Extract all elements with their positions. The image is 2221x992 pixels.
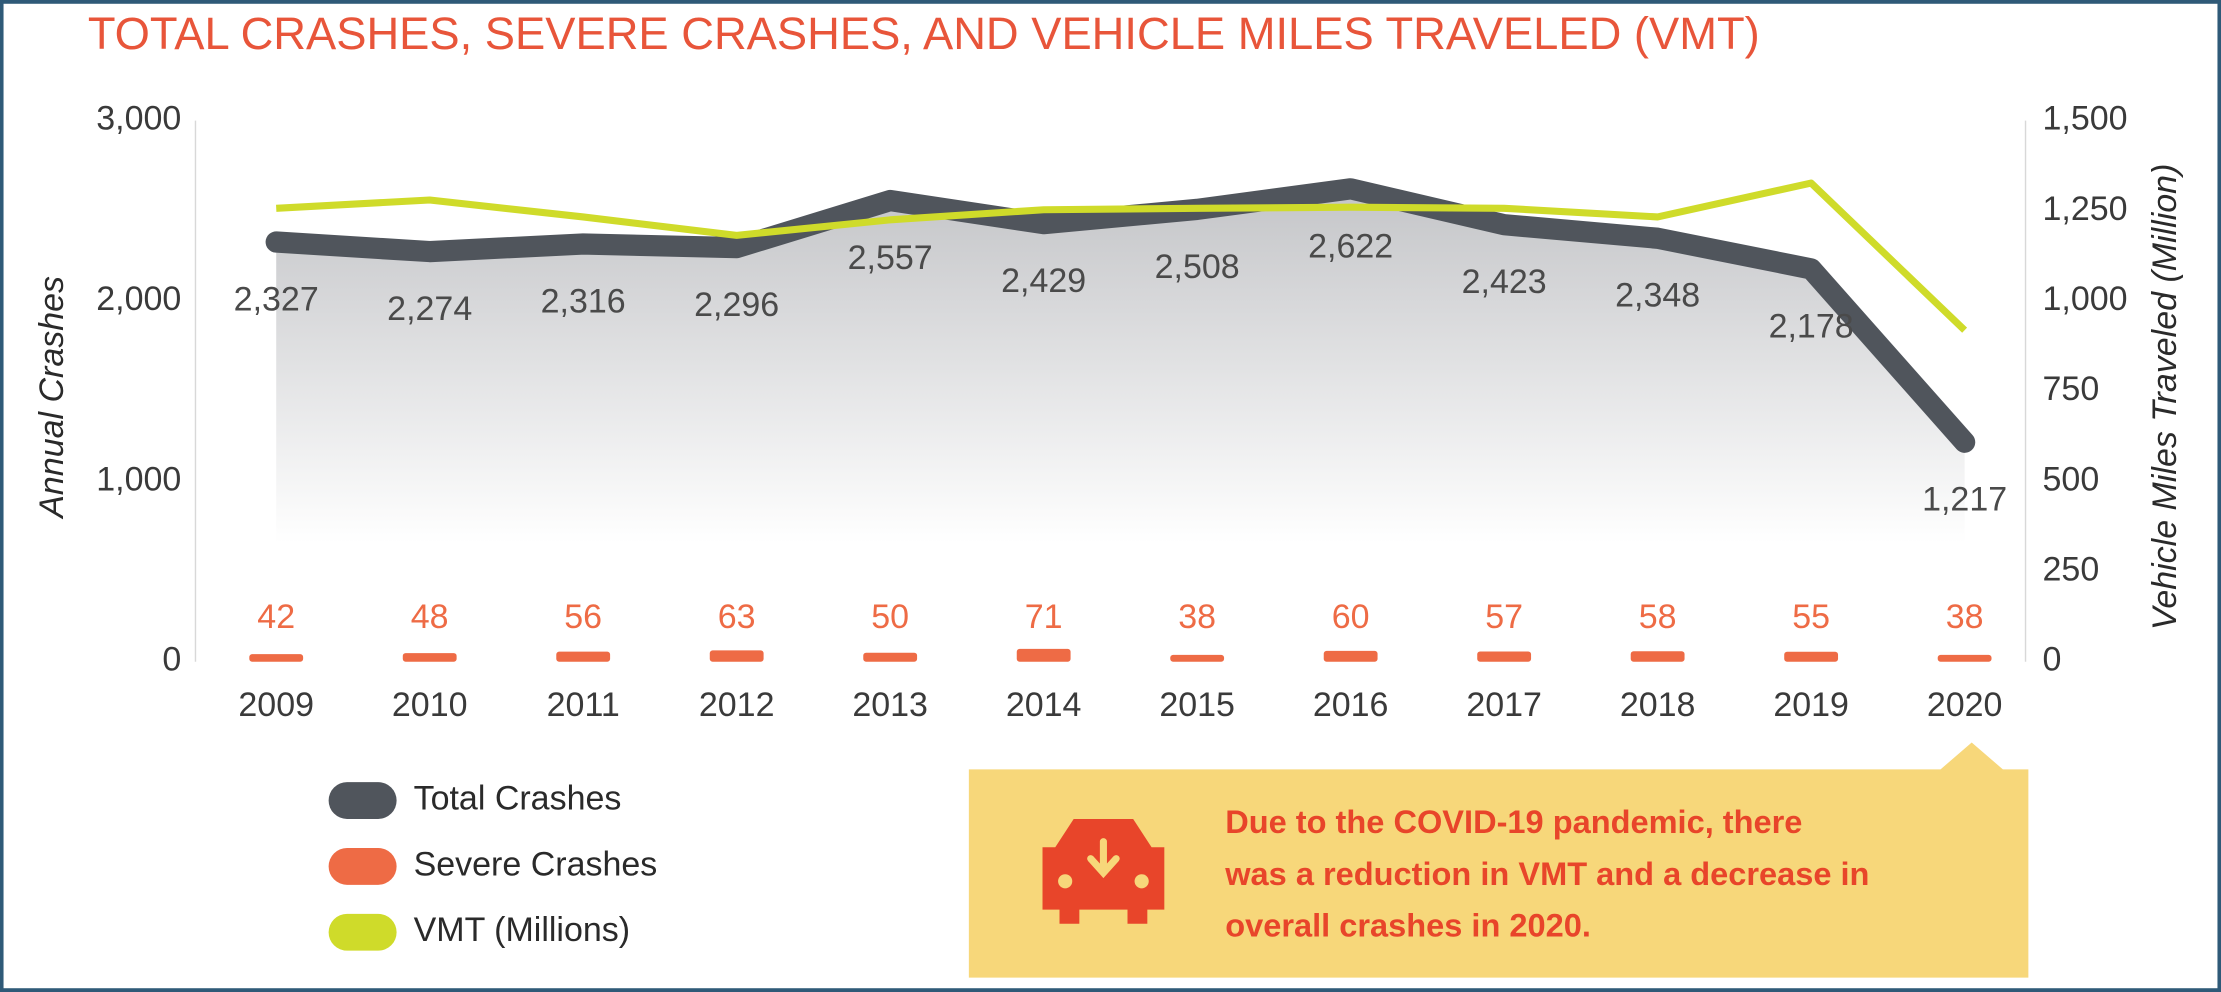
annotation: Due to the COVID-19 pandemic, there was a…	[1224, 804, 1869, 943]
bar	[1630, 651, 1685, 662]
x-tick-label: 2018	[1620, 686, 1696, 724]
y2-axis-label: Vehicle Miles Traveled (Million)	[2146, 164, 2184, 630]
x-tick-label: 2011	[547, 686, 620, 724]
legend: Total Crashes Severe Crashes VMT (Millions…	[328, 780, 658, 951]
data-label: 38	[1946, 598, 1984, 636]
annotation-box	[968, 742, 2029, 978]
x-tick-label: 2020	[1927, 686, 2003, 724]
x-tick-label: 2017	[1466, 686, 1542, 724]
annotation-line: Due to the COVID-19 pandemic, there	[1225, 804, 1802, 840]
bar	[1784, 651, 1839, 662]
y2-tick-label: 500	[2043, 460, 2100, 498]
data-label: 2,296	[694, 286, 779, 324]
bar	[709, 650, 764, 662]
legend-label: VMT (Millions)	[414, 911, 631, 949]
y2-tick-label: 1,500	[2043, 100, 2128, 138]
data-label: 57	[1485, 598, 1523, 636]
data-label: 2,348	[1615, 277, 1700, 315]
annotation-line: overall crashes in 2020.	[1225, 908, 1591, 944]
y-tick-label: 0	[162, 641, 181, 679]
data-label: 2,508	[1155, 248, 1240, 286]
data-label: 56	[564, 598, 602, 636]
series-line	[276, 179, 1968, 333]
data-label: 1,217	[1922, 481, 2007, 519]
x-tick-label: 2015	[1159, 686, 1235, 724]
bar	[1016, 648, 1071, 662]
bar	[1937, 654, 1992, 662]
x-tick-label: 2019	[1773, 686, 1849, 724]
data-label: 2,178	[1769, 307, 1854, 345]
y2-tick-label: 1,250	[2043, 190, 2128, 228]
legend-swatch	[328, 847, 397, 885]
x-tick-label: 2013	[852, 686, 928, 724]
car-icon	[1042, 818, 1165, 924]
annotation-line: was a reduction in VMT and a decrease in	[1224, 856, 1869, 892]
y-tick-label: 2,000	[96, 280, 181, 318]
legend-label: Total Crashes	[414, 780, 622, 818]
y2-tick-label: 0	[2043, 641, 2062, 679]
bar	[556, 651, 611, 662]
bar	[863, 652, 918, 662]
x-tick-label: 2010	[392, 686, 468, 724]
bar	[402, 653, 457, 662]
y2-tick-label: 250	[2043, 551, 2100, 589]
data-label: 2,327	[234, 280, 319, 318]
legend-swatch	[328, 913, 397, 951]
bar	[1170, 654, 1225, 662]
bar	[249, 654, 304, 662]
chart-title: TOTAL CRASHES, SEVERE CRASHES, AND VEHIC…	[88, 8, 1760, 59]
y-tick-label: 3,000	[96, 100, 181, 138]
x-tick-label: 2009	[238, 686, 314, 724]
legend-label: Severe Crashes	[414, 845, 658, 883]
y-axis-label: Annual Crashes	[33, 276, 71, 520]
x-tick-label: 2014	[1006, 686, 1082, 724]
data-label: 38	[1178, 598, 1216, 636]
plot: 0 1,000 2,000 3,000 0 250 500 750 1,000 1,250 1,50…	[96, 100, 2127, 724]
data-label: 60	[1332, 598, 1370, 636]
area-fill	[276, 188, 1965, 662]
data-label: 2,274	[387, 290, 472, 328]
data-label: 50	[871, 598, 909, 636]
data-label: 2,423	[1462, 263, 1547, 301]
x-tick-label: 2012	[699, 686, 775, 724]
data-label: 63	[718, 598, 756, 636]
y2-tick-label: 1,000	[2043, 280, 2128, 318]
y-tick-label: 1,000	[96, 460, 181, 498]
data-label: 58	[1639, 598, 1677, 636]
data-label: 55	[1792, 598, 1830, 636]
data-label: 2,557	[848, 239, 933, 277]
data-label: 2,429	[1001, 262, 1086, 300]
series-line	[265, 178, 1976, 453]
y2-tick-label: 750	[2043, 370, 2100, 408]
data-label: 48	[411, 598, 449, 636]
x-tick-label: 2016	[1313, 686, 1389, 724]
bar	[1323, 650, 1378, 662]
data-label: 71	[1025, 598, 1063, 636]
bar	[1477, 651, 1532, 662]
data-label: 2,622	[1308, 227, 1393, 265]
legend-swatch	[328, 782, 397, 819]
data-label: 2,316	[541, 282, 626, 320]
data-label: 42	[257, 598, 295, 636]
